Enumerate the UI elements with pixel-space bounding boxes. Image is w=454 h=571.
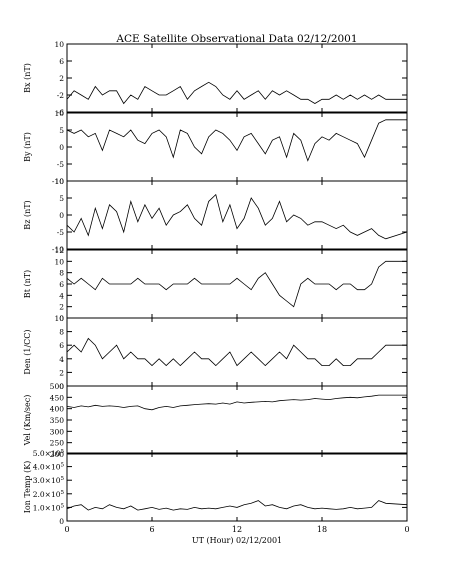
y-tick-label: 6 — [59, 57, 64, 66]
panel-2: 10 5 0 -5 -10 Bz (nT) — [23, 177, 408, 254]
y-tick-label: 300 — [50, 427, 65, 436]
series-line — [66, 394, 407, 411]
tick-exponent: 5 — [61, 463, 65, 469]
x-tick-label: 18 — [317, 525, 327, 534]
y-tick-label: 10 — [54, 257, 64, 266]
y-tick-label: -10 — [52, 245, 64, 254]
y-tick-label: 10 — [54, 40, 64, 49]
y-tick-label: 5 — [59, 126, 64, 135]
y-tick-label: 0 — [59, 314, 64, 323]
y-axis-label: Bz (nT) — [23, 200, 32, 229]
panel-4: 10 8 6 4 2 0 Den (1/CC) — [23, 314, 408, 391]
y-axis-label: Vel (Km/sec) — [23, 395, 32, 447]
y-tick-label: 0 — [59, 517, 64, 526]
series-line — [66, 500, 408, 511]
y-tick-label: 200 — [50, 450, 65, 459]
panel-frame — [66, 452, 408, 522]
tick-exponent: 5 — [61, 476, 65, 482]
y-tick-label: 4 — [59, 355, 64, 364]
y-tick-label: 350 — [50, 416, 65, 425]
panel-frame — [66, 43, 408, 113]
y-tick-label: 3.0×105 — [33, 476, 65, 485]
series-line — [66, 81, 407, 105]
y-axis-label: By (nT) — [23, 132, 32, 162]
y-tick-label: 450 — [50, 393, 65, 402]
tick-exponent: 5 — [61, 490, 65, 496]
y-tick-label: 10 — [54, 109, 64, 118]
y-tick-label: 0 — [59, 211, 64, 220]
y-tick-label: 2 — [59, 74, 64, 83]
y-tick-label: 250 — [50, 439, 65, 448]
panel-frame — [66, 385, 408, 455]
panel-6: 5.0×105 4.0×105 3.0×105 2.0×105 1.0×105 0 Ion … — [23, 449, 408, 526]
y-axis-label: Bx (nT) — [23, 63, 32, 93]
y-tick-label: -10 — [52, 177, 64, 186]
panel-3: 12 10 8 6 4 2 0 Bt (nT) — [23, 246, 408, 323]
chart-title: ACE Satellite Observational Data 02/12/2… — [115, 33, 357, 45]
series-line — [66, 193, 408, 240]
y-tick-label: 10 — [54, 314, 64, 323]
y-tick-label: -5 — [57, 228, 65, 237]
y-tick-label: 5.0×105 — [33, 449, 65, 458]
panel-frame — [66, 317, 408, 387]
x-axis-label: UT (Hour) 02/12/2001 — [192, 536, 282, 545]
y-tick-label: 8 — [59, 269, 64, 278]
x-tick-label: 12 — [232, 525, 242, 534]
series-line — [66, 337, 407, 367]
series-line — [66, 260, 407, 308]
y-tick-label: 0 — [59, 143, 64, 152]
y-axis-label: Den (1/CC) — [23, 329, 32, 374]
y-axis-label: Bt (nT) — [23, 270, 32, 298]
y-tick-label: 5 — [59, 194, 64, 203]
y-tick-label: 8 — [59, 328, 64, 337]
y-tick-label: 1.0×105 — [33, 503, 65, 512]
panel-5: 500 450 400 350 300 250 200 Vel (Km/sec) — [23, 382, 408, 459]
y-tick-label: 0 — [59, 382, 64, 391]
y-tick-label: -5 — [57, 160, 65, 169]
y-tick-label: 6 — [59, 341, 64, 350]
tick-exponent: 5 — [61, 449, 65, 455]
y-tick-label: 6 — [59, 280, 64, 289]
tick-exponent: 5 — [61, 503, 65, 509]
y-tick-label: 400 — [50, 405, 65, 414]
y-tick-label: 2 — [59, 368, 64, 377]
x-tick-label: 6 — [149, 525, 154, 534]
y-tick-label: -6 — [57, 108, 65, 117]
y-tick-label: -2 — [57, 91, 65, 100]
y-tick-label: 500 — [50, 382, 65, 391]
y-axis-label: Ion Temp (K) — [23, 461, 32, 514]
panel-1: 10 5 0 -5 -10 By (nT) — [23, 109, 408, 186]
y-tick-label: 4 — [59, 291, 64, 300]
y-tick-label: 2 — [59, 303, 64, 312]
x-tick-label: 0 — [404, 525, 409, 534]
panel-0: 10 6 2 -2 -6 Bx (nT) — [23, 40, 408, 117]
y-tick-label: 12 — [54, 246, 64, 255]
y-tick-label: 2.0×105 — [33, 490, 65, 499]
y-tick-label: 10 — [54, 177, 64, 186]
y-tick-label: 4.0×105 — [33, 463, 65, 472]
panel-frame — [66, 112, 408, 182]
series-line — [66, 119, 407, 162]
x-tick-label: 0 — [64, 525, 69, 534]
